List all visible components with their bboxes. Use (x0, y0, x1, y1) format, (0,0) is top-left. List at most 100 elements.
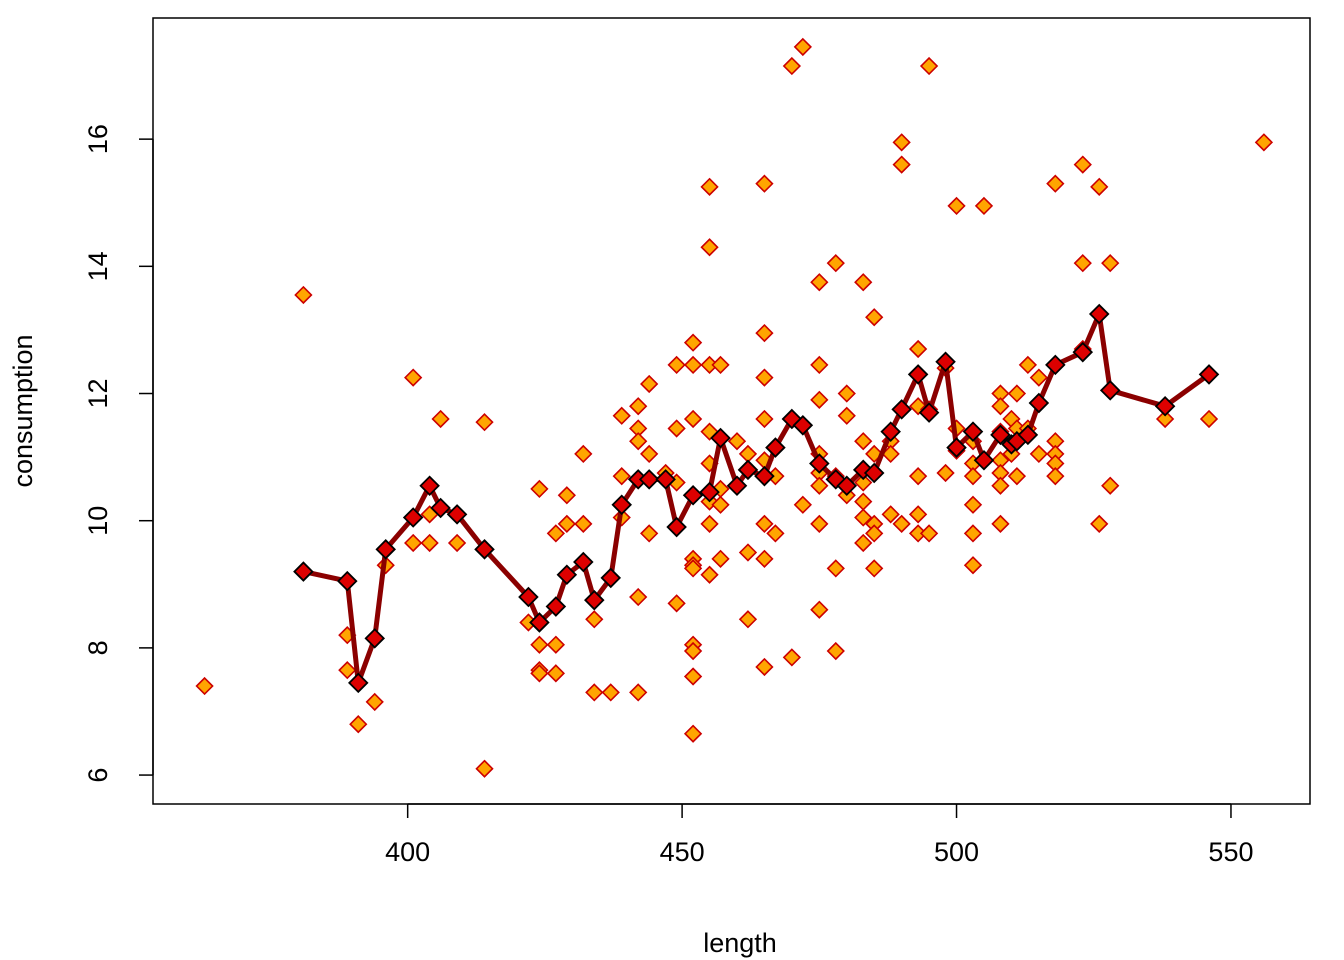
scatter-point (755, 657, 774, 677)
mean-point (293, 561, 314, 582)
plot-frame (152, 17, 1311, 805)
mean-point (573, 551, 594, 573)
mean-point (918, 402, 940, 423)
scatter-point (854, 432, 873, 451)
scatter-point (475, 412, 494, 432)
scatter-point (1090, 177, 1109, 196)
scatter-point (530, 664, 549, 683)
scatter-point (908, 505, 928, 524)
mean-point (600, 567, 622, 589)
scatter-point (865, 308, 884, 327)
scatter-point (755, 368, 774, 387)
scatter-point (420, 533, 439, 553)
scatter-point (1254, 133, 1274, 152)
y-tick-label: 10 (83, 506, 113, 536)
y-axis: 6 8 10 12 14 16 (83, 124, 154, 783)
mean-point (726, 475, 748, 496)
scatter-point (700, 177, 719, 196)
scatter-point (700, 238, 719, 257)
scatter-point (755, 323, 774, 343)
scatter-point (683, 667, 703, 686)
scatter-point (1101, 476, 1120, 495)
scatter-point (683, 641, 703, 661)
scatter-point (629, 683, 648, 702)
y-tick-label: 8 (83, 640, 113, 655)
mean-point (1154, 395, 1176, 417)
scatter-point (782, 648, 802, 667)
mean-point (765, 437, 786, 458)
scatter-point (546, 524, 565, 543)
scatter-point (629, 587, 648, 607)
scatter-point (826, 559, 845, 578)
x-axis: 400 450 500 550 (385, 803, 1253, 867)
mean-point (402, 507, 424, 528)
scatter-point (404, 533, 423, 553)
scatter-point (974, 196, 994, 216)
scatter-point (755, 409, 774, 429)
scatter-point (1046, 174, 1065, 193)
x-tick-label: 550 (1208, 837, 1253, 867)
scatter-point (530, 635, 549, 654)
scatter-point (963, 556, 983, 575)
mean-point (863, 462, 885, 484)
mean-point (990, 424, 1011, 446)
x-tick-label: 400 (385, 837, 430, 867)
mean-point (529, 612, 550, 633)
scatter-point (711, 549, 730, 568)
scatter-point (683, 355, 703, 375)
mean-point (754, 465, 775, 487)
scatter-point (854, 473, 873, 492)
scatter-point (738, 444, 758, 464)
scatter-point (865, 524, 884, 543)
scatter-point (1073, 254, 1092, 273)
mean-point (973, 450, 995, 471)
mean-point (907, 364, 929, 385)
scatter-point (612, 406, 631, 425)
scatter-point (908, 467, 928, 486)
scatter-point (1155, 409, 1175, 429)
scatter-point (892, 514, 911, 534)
scatter-point (854, 508, 873, 527)
scatter-point (640, 374, 659, 394)
scatter-point (881, 505, 900, 524)
scatter-point (431, 409, 450, 429)
scatter-point (810, 514, 829, 534)
scatter-point (837, 406, 856, 425)
scatter-point (1029, 368, 1048, 387)
scatter-point (837, 384, 856, 403)
scatter-point (1018, 355, 1038, 375)
scatter-point (475, 759, 494, 778)
scatter-point (963, 524, 983, 543)
scatter-point (365, 692, 384, 712)
scatter-point (640, 524, 659, 543)
scatter-point (1046, 467, 1065, 486)
mean-point (962, 421, 984, 442)
mean-point (699, 481, 720, 503)
scatter-point (854, 492, 873, 511)
mean-point (545, 596, 567, 617)
scatter-point (1073, 155, 1092, 174)
scatter-point (908, 339, 928, 359)
scatter-point (1101, 254, 1120, 273)
scatter-point (612, 467, 631, 486)
scatter-point (755, 174, 774, 193)
scatter-point (338, 661, 357, 680)
mean-point (638, 469, 660, 490)
scatter-point (667, 355, 686, 375)
y-axis-label: consumption (8, 334, 38, 487)
scatter-point (810, 273, 829, 292)
mean-point (446, 504, 468, 525)
mean-point (348, 672, 369, 694)
mean-point (737, 459, 759, 481)
scatter-point (683, 559, 703, 578)
scatter-point (557, 486, 576, 505)
mean-point (419, 475, 440, 496)
y-tick-label: 6 (83, 768, 113, 783)
scatter-point (727, 432, 747, 451)
scatter-point (755, 514, 774, 534)
scatter-point (810, 600, 829, 619)
mean-point (1028, 392, 1050, 414)
scatter-point (574, 514, 593, 534)
scatter-point (546, 635, 565, 654)
